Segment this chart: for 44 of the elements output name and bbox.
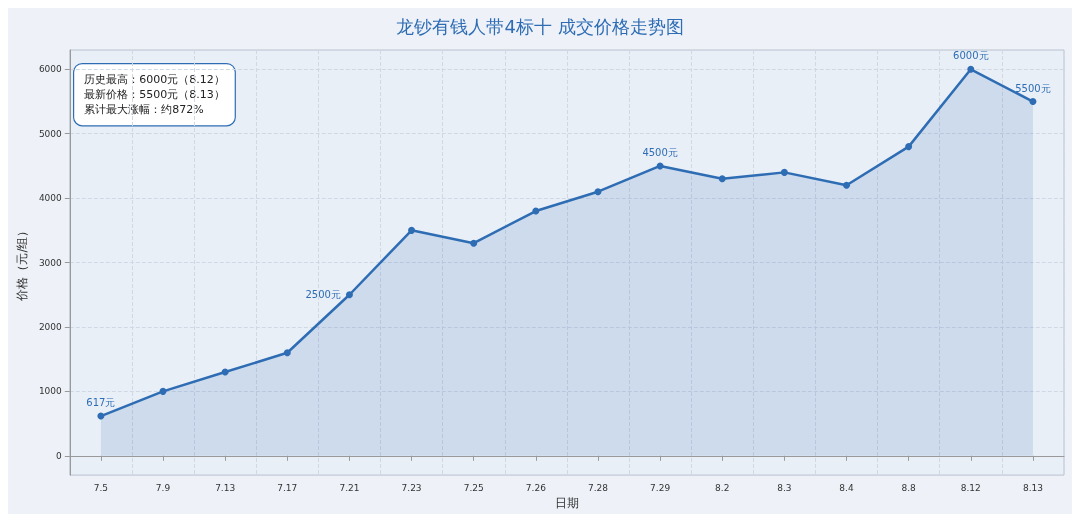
x-tick-label: 8.3 [777,482,792,493]
x-tick-label: 7.9 [155,482,171,493]
y-axis-title: 价格（元/组） [15,224,29,302]
point [345,291,353,299]
point [408,226,416,234]
data-label: 5500元 [1015,82,1051,94]
y-tick-label: 0 [56,450,63,461]
y-tick-label: 2000 [38,321,63,332]
x-axis-title: 日期 [554,496,579,510]
data-label: 4500元 [642,146,678,158]
x-tick-label: 8.8 [901,482,917,493]
y-tick-label: 6000 [38,64,63,75]
x-tick-label: 8.12 [960,482,981,493]
point [283,349,291,357]
x-tick-label: 7.23 [401,482,422,493]
data-label: 617元 [86,397,116,409]
y-tick-label: 4000 [38,193,63,204]
y-tick-label: 1000 [38,386,63,397]
x-tick-label: 8.2 [715,482,730,493]
x-tick-label: 8.4 [839,482,854,493]
x-tick-label: 7.5 [93,482,109,493]
point [97,412,105,420]
x-tick-label: 7.28 [587,482,609,493]
x-tick-label: 7.13 [215,482,236,493]
point [159,387,167,395]
point [1029,98,1037,106]
data-label: 6000元 [953,50,989,62]
x-tick-label: 7.17 [277,482,298,493]
point [594,188,602,196]
point [967,65,975,73]
point [843,181,851,189]
y-tick-label: 3000 [38,257,63,268]
y-tick-label: 5000 [38,128,63,139]
x-tick-label: 7.29 [650,482,671,493]
x-tick-label: 7.26 [525,482,547,493]
point [718,175,726,183]
point [470,239,478,247]
chart-title: 龙钞有钱人带4标十 成交价格走势图 [396,15,684,37]
point [780,168,788,176]
x-tick-label: 7.25 [463,482,484,493]
data-label: 2500元 [305,289,341,301]
point [905,143,913,151]
x-tick-label: 7.21 [339,482,360,493]
x-tick-label: 8.13 [1022,482,1043,493]
